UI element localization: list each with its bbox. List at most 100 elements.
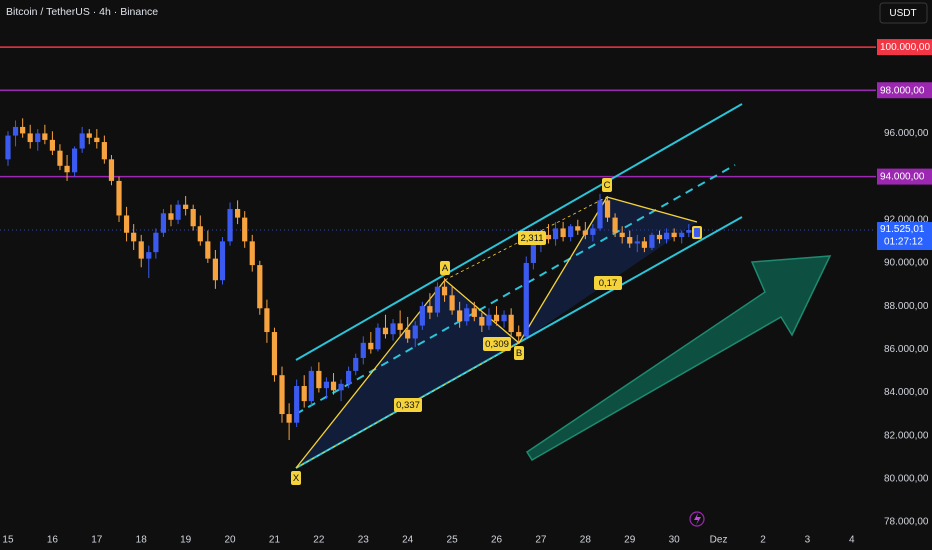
candle-body [590, 228, 596, 235]
candle-body [5, 135, 11, 160]
level-label: 94.000,00 [880, 172, 925, 183]
pattern-fill [519, 197, 697, 343]
candle-body [671, 232, 677, 238]
currency-button-label[interactable]: USDT [889, 8, 916, 19]
y-tick-label: 92.000,00 [884, 214, 929, 225]
pattern-ratio-label: 0,337 [396, 400, 420, 411]
pattern-point-label: A [442, 263, 449, 274]
candle-body [582, 230, 588, 235]
pattern-ratio-box [594, 276, 622, 290]
candle-body [101, 142, 107, 160]
candle-body [146, 252, 152, 259]
pattern-ratio-label: 0,17 [599, 278, 618, 289]
candle-body [79, 133, 85, 149]
arrow [525, 255, 832, 462]
candle-body [153, 232, 159, 253]
candle-body [641, 241, 647, 248]
candle-body [516, 332, 522, 337]
candle-body [457, 310, 463, 322]
candle-body [464, 308, 470, 322]
pattern-fill [296, 280, 519, 468]
candle-body [160, 213, 167, 233]
candle-body [249, 241, 255, 266]
pattern-point-box [602, 178, 612, 192]
candle-body [508, 314, 514, 333]
pattern-line [295, 196, 698, 469]
candle-body [316, 370, 322, 389]
x-tick-label: 3 [805, 535, 811, 546]
levels [0, 46, 876, 231]
x-tick-label: 21 [269, 535, 281, 546]
last-price-label: 91.525,01 [880, 224, 925, 235]
pattern-point-label: X [293, 473, 300, 484]
x-tick-label: 24 [402, 535, 414, 546]
candle-body [486, 314, 492, 326]
candle-body [35, 133, 41, 143]
x-tick-label: 2 [760, 535, 766, 546]
candle-body [286, 414, 292, 423]
candle-body [205, 241, 211, 259]
currency-button[interactable] [879, 2, 928, 24]
y-tick-label: 88.000,00 [884, 301, 929, 312]
candle-body [397, 323, 403, 330]
last-price-box [877, 222, 932, 251]
candle-body [116, 180, 122, 216]
candle-body [257, 265, 263, 309]
candle-body [612, 217, 618, 233]
candle-body [271, 332, 278, 376]
candle-body [175, 204, 181, 220]
candle-body [131, 232, 137, 242]
candle-body [634, 241, 640, 244]
pattern-point-box [694, 228, 700, 237]
pattern-ratio-box [483, 337, 511, 351]
candle-body [656, 234, 663, 240]
candle-body [419, 306, 425, 326]
x-tick-label: 15 [2, 535, 14, 546]
candle-body [323, 381, 330, 389]
candle-body [86, 133, 92, 138]
candle-body [360, 342, 366, 358]
y-tick-label: 96.000,00 [884, 128, 929, 139]
candle-body [12, 126, 19, 136]
candle-body [234, 208, 241, 218]
candle-body [49, 139, 56, 151]
y-tick-label: 80.000,00 [884, 473, 929, 484]
candle-body [219, 241, 226, 281]
candle-body [294, 386, 300, 423]
countdown: 01:27:12 [884, 237, 923, 248]
candle-body [575, 226, 581, 231]
candle-body [308, 370, 314, 402]
candle-body [530, 243, 536, 263]
candle-body [649, 234, 655, 248]
candle-body [664, 232, 670, 240]
level-label-box [877, 82, 932, 99]
axes: 96.000,00 92.000,00 90.000,00 88.000,00 86.0… [2, 39, 932, 546]
candle-body [597, 200, 603, 229]
candle-body [560, 228, 566, 238]
candle-body [449, 295, 455, 311]
x-tick-label: 28 [580, 535, 592, 546]
candle-body [212, 258, 218, 281]
y-tick-label: 86.000,00 [884, 344, 929, 355]
x-tick-label: 16 [47, 535, 59, 546]
channel-midline [295, 164, 736, 415]
candle-body [471, 308, 477, 317]
candle-body [242, 217, 248, 242]
x-tick-label: 18 [136, 535, 148, 546]
x-tick-label: 20 [224, 535, 236, 546]
candle-body [679, 232, 685, 238]
candle-body [330, 381, 337, 391]
pattern-point-box [514, 346, 524, 360]
pattern-ratio-label: 0,309 [485, 339, 509, 350]
candle-body [20, 126, 26, 134]
candle-body [375, 327, 381, 350]
candle-body [382, 327, 389, 335]
x-tick-label: 19 [180, 535, 192, 546]
candle-body [427, 306, 433, 313]
pattern-point-box [291, 471, 301, 485]
pattern-point-label: C [604, 180, 611, 191]
candle-body [94, 137, 100, 143]
y-tick-label: 82.000,00 [884, 430, 929, 441]
